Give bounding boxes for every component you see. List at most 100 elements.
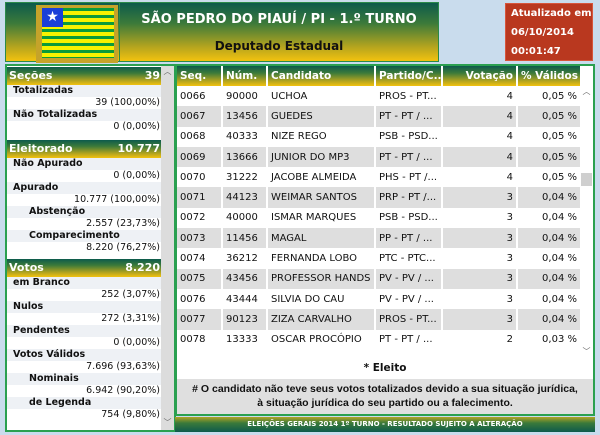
table-row[interactable]: 0070 31222 JACOBE ALMEIDA PHS - PT /... 4 0,0…	[177, 167, 582, 188]
column-header[interactable]: % Válidos	[517, 66, 582, 86]
apurado-label: Apurado	[7, 182, 162, 194]
validos-value: 7.696 (93,63%)	[7, 361, 162, 373]
votes-cell: 3	[442, 309, 518, 330]
party-cell: PHS - PT /...	[375, 167, 443, 188]
sidebar-scrollbar[interactable]: ︿ ﹀	[161, 66, 174, 430]
party-cell: PSB - PSD...	[375, 126, 443, 147]
candidate-cell: OSCAR PROCÓPIO	[267, 329, 376, 350]
legal-note-line1: # O candidato não teve seus votos totali…	[192, 383, 578, 395]
column-header[interactable]: Votação	[442, 66, 518, 86]
updated-date: 06/10/2014	[511, 27, 574, 38]
updated-time: 00:01:47	[511, 46, 561, 57]
column-header[interactable]: Partido/C...	[375, 66, 443, 86]
table-scroll-area: Seq. Núm. Candidato Partido/C... Votação% Vá…	[177, 66, 593, 357]
number-cell: 31222	[222, 167, 268, 188]
validos-label: Votos Válidos	[7, 349, 162, 361]
abstencao-value: 2.557 (23,73%)	[7, 218, 162, 230]
votes-cell: 4	[442, 106, 518, 127]
percent-cell: 0,05 %	[517, 86, 582, 107]
party-cell: PT - PT / ...	[375, 106, 443, 127]
table-row[interactable]: 0068 40333 NIZE REGO PSB - PSD... 4 0,05 %	[177, 126, 582, 147]
percent-cell: 0,04 %	[517, 207, 582, 229]
number-cell: 13666	[222, 146, 268, 168]
percent-cell: 0,03 %	[517, 329, 582, 350]
branco-label: em Branco	[7, 277, 162, 289]
nulos-label: Nulos	[7, 301, 162, 313]
office-subtitle: Deputado Estadual	[214, 39, 344, 53]
scroll-down-icon[interactable]: ﹀	[163, 418, 172, 427]
table-row[interactable]: 0074 36212 FERNANDA LOBO PTC - PTC... 3 0,04 …	[177, 248, 582, 269]
candidates-table: Seq. Núm. Candidato Partido/C... Votação% Vá…	[177, 66, 582, 350]
nominais-label: Nominais	[7, 373, 162, 385]
percent-cell: 0,04 %	[517, 288, 582, 310]
table-row[interactable]: 0077 90123 ZIZA CARVALHO PROS - PT... 3 0,04 …	[177, 309, 582, 330]
scroll-up-icon[interactable]: ︿	[163, 67, 172, 76]
apurado-value: 10.777 (100,00%)	[7, 194, 162, 206]
legenda-value: 754 (9,80%)	[7, 409, 162, 421]
scroll-thumb[interactable]	[581, 173, 592, 186]
number-cell: 90000	[222, 86, 268, 107]
table-row[interactable]: 0076 43444 SILVIA DO CAU PV - PV / ... 3 0,04…	[177, 288, 582, 310]
scroll-down-icon[interactable]: ﹀	[582, 347, 591, 356]
eleitorado-label: Eleitorado	[9, 142, 73, 155]
summary-panel: Seções 39 Totalizadas 39 (100,00%) Não To…	[5, 64, 176, 432]
pendentes-label: Pendentes	[7, 325, 162, 337]
percent-cell: 0,05 %	[517, 106, 582, 127]
footer-banner: ELEIÇÕES GERAIS 2014 1º TURNO - RESULTAD…	[175, 417, 595, 432]
table-row[interactable]: 0078 13333 OSCAR PROCÓPIO PT - PT / ... 2 0,0…	[177, 329, 582, 350]
table-row[interactable]: 0072 40000 ISMAR MARQUES PSB - PSD... 3 0,04 …	[177, 207, 582, 229]
table-row[interactable]: 0071 44123 WEIMAR SANTOS PRP - PT /... 3 0,04…	[177, 187, 582, 208]
seq-cell: 0067	[177, 106, 223, 127]
table-row[interactable]: 0075 43456 PROFESSOR HANDS PV - PV / ... 3 0,…	[177, 268, 582, 289]
totalizadas-label: Totalizadas	[7, 85, 162, 97]
number-cell: 40000	[222, 207, 268, 229]
scroll-up-icon[interactable]: ︿	[582, 87, 591, 96]
abstencao-label: Abstenção	[7, 206, 162, 218]
nao-totalizadas-value: 0 (0,00%)	[7, 121, 162, 133]
party-cell: PRP - PT /...	[375, 187, 443, 208]
column-header[interactable]: Candidato	[267, 66, 376, 86]
number-cell: 13456	[222, 106, 268, 127]
elected-legend: * Eleito	[177, 357, 593, 379]
number-cell: 44123	[222, 187, 268, 208]
column-header[interactable]: Seq.	[177, 66, 223, 86]
piaui-flag-icon: ★	[42, 8, 114, 58]
comparecimento-label: Comparecimento	[7, 230, 162, 242]
party-cell: PSB - PSD...	[375, 207, 443, 229]
secoes-header: Seções 39	[7, 67, 162, 85]
number-cell: 13333	[222, 329, 268, 350]
updated-box: Atualizado em 06/10/2014 00:01:47	[505, 3, 593, 61]
candidate-cell: SILVIA DO CAU	[267, 288, 376, 310]
seq-cell: 0070	[177, 167, 223, 188]
pendentes-value: 0 (0,00%)	[7, 337, 162, 349]
seq-cell: 0077	[177, 309, 223, 330]
votes-cell: 4	[442, 167, 518, 188]
seq-cell: 0078	[177, 329, 223, 350]
number-cell: 90123	[222, 309, 268, 330]
updated-label: Atualizado em	[511, 8, 592, 19]
votes-cell: 3	[442, 207, 518, 229]
column-header[interactable]: Núm.	[222, 66, 268, 86]
table-row[interactable]: 0073 11456 MAGAL PP - PT / ... 3 0,04 %	[177, 228, 582, 249]
nominais-value: 6.942 (90,20%)	[7, 385, 162, 397]
table-row[interactable]: 0066 90000 UCHOA PROS - PT... 4 0,05 %	[177, 86, 582, 107]
seq-cell: 0071	[177, 187, 223, 208]
table-row[interactable]: 0069 13666 JUNIOR DO MP3 PT - PT / ... 4 0,05…	[177, 146, 582, 168]
party-cell: PV - PV / ...	[375, 268, 443, 289]
table-scrollbar[interactable]: ︿ ﹀	[580, 86, 593, 357]
seq-cell: 0069	[177, 146, 223, 168]
votes-cell: 3	[442, 228, 518, 249]
eleitorado-value: 10.777	[117, 142, 160, 155]
candidate-cell: WEIMAR SANTOS	[267, 187, 376, 208]
nulos-value: 272 (3,31%)	[7, 313, 162, 325]
table-row[interactable]: 0067 13456 GUEDES PT - PT / ... 4 0,05 %	[177, 106, 582, 127]
party-cell: PP - PT / ...	[375, 228, 443, 249]
totalizadas-value: 39 (100,00%)	[7, 97, 162, 109]
party-cell: PROS - PT...	[375, 309, 443, 330]
votes-cell: 4	[442, 86, 518, 107]
secoes-label: Seções	[9, 69, 53, 82]
number-cell: 11456	[222, 228, 268, 249]
percent-cell: 0,05 %	[517, 126, 582, 147]
seq-cell: 0073	[177, 228, 223, 249]
votes-cell: 4	[442, 126, 518, 147]
